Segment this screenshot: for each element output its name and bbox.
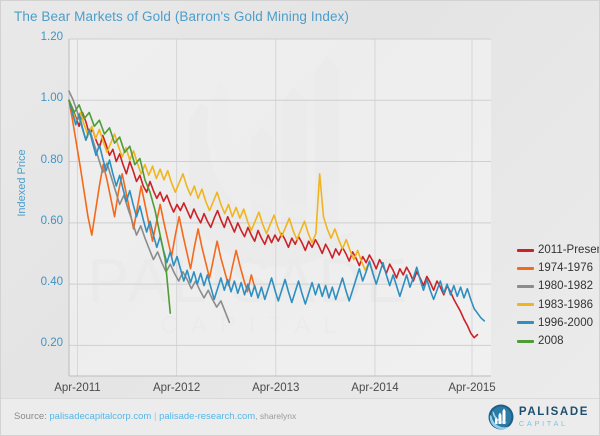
x-tick-label: Apr-2012 <box>152 382 201 394</box>
x-axis-ticks: Apr-2011 Apr-2012 Apr-2013 Apr-2014 Apr-2015 <box>1 380 599 400</box>
source-separator: | <box>153 411 157 422</box>
source-line: Source: palisadecapitalcorp.com | palisa… <box>14 411 296 422</box>
legend-label: 1980-1982 <box>538 280 593 293</box>
page-title: The Bear Markets of Gold (Barron's Gold … <box>14 9 350 24</box>
source-prefix: Source: <box>14 411 47 422</box>
legend-item[interactable]: 1983-1986 <box>517 296 599 314</box>
y-tick-label: 1.20 <box>40 31 63 43</box>
legend-label: 1996-2000 <box>538 316 593 329</box>
legend-swatch-icon <box>517 303 534 307</box>
series-line <box>68 90 231 324</box>
x-tick-label: Apr-2015 <box>448 382 496 394</box>
series-line <box>68 99 374 273</box>
legend-item[interactable]: 1996-2000 <box>517 314 599 332</box>
series-line <box>68 99 486 322</box>
footer-bar: Source: palisadecapitalcorp.com | palisa… <box>1 398 599 435</box>
palisade-badge-icon <box>488 404 514 430</box>
y-tick-label: 0.60 <box>40 214 63 227</box>
legend-item[interactable]: 1980-1982 <box>517 277 599 295</box>
plot-background <box>69 39 491 376</box>
legend-swatch-icon <box>517 266 534 270</box>
legend-swatch-icon <box>517 339 534 343</box>
y-tick-label: 0.80 <box>40 153 63 166</box>
y-tick-label: 0.20 <box>40 337 63 350</box>
legend-label: 2008 <box>538 335 564 348</box>
legend-item[interactable]: 1974-1976 <box>517 259 599 277</box>
legend-swatch-icon <box>517 284 534 288</box>
series-line <box>68 99 479 339</box>
legend-label: 1983-1986 <box>538 298 593 311</box>
series-line <box>68 99 256 293</box>
legend-item[interactable]: 2008 <box>517 332 599 350</box>
source-attribution: , sharelynx <box>255 411 297 421</box>
logo-line1: PALISADE <box>518 405 589 418</box>
legend-label: 1974-1976 <box>538 262 593 275</box>
y-tick-label: 0.40 <box>40 276 63 289</box>
chart-legend: 2011-Present 1974-1976 1980-1982 1983-1986 1… <box>517 241 600 350</box>
source-link-1[interactable]: palisadecapitalcorp.com <box>49 411 152 422</box>
x-tick-label: Apr-2014 <box>351 382 399 394</box>
legend-label: 2011-Present <box>538 244 600 257</box>
series-line <box>68 99 172 315</box>
palisade-logo: PALISADE CAPITAL <box>488 404 589 430</box>
logo-line2: CAPITAL <box>518 419 568 428</box>
source-link-2[interactable]: palisade-research.com <box>159 411 256 422</box>
legend-swatch-icon <box>517 321 534 325</box>
legend-swatch-icon <box>517 248 534 252</box>
x-tick-label: Apr-2013 <box>252 382 300 394</box>
x-tick-label: Apr-2011 <box>54 382 101 394</box>
y-axis-ticks: 1.20 1.00 0.80 0.60 0.40 0.20 <box>15 1 63 401</box>
chart-canvas <box>68 38 491 377</box>
y-tick-label: 1.00 <box>40 92 63 105</box>
legend-item[interactable]: 2011-Present <box>517 241 600 259</box>
plot-area <box>1 1 599 401</box>
logo-wordmark: PALISADE CAPITAL <box>518 405 589 428</box>
